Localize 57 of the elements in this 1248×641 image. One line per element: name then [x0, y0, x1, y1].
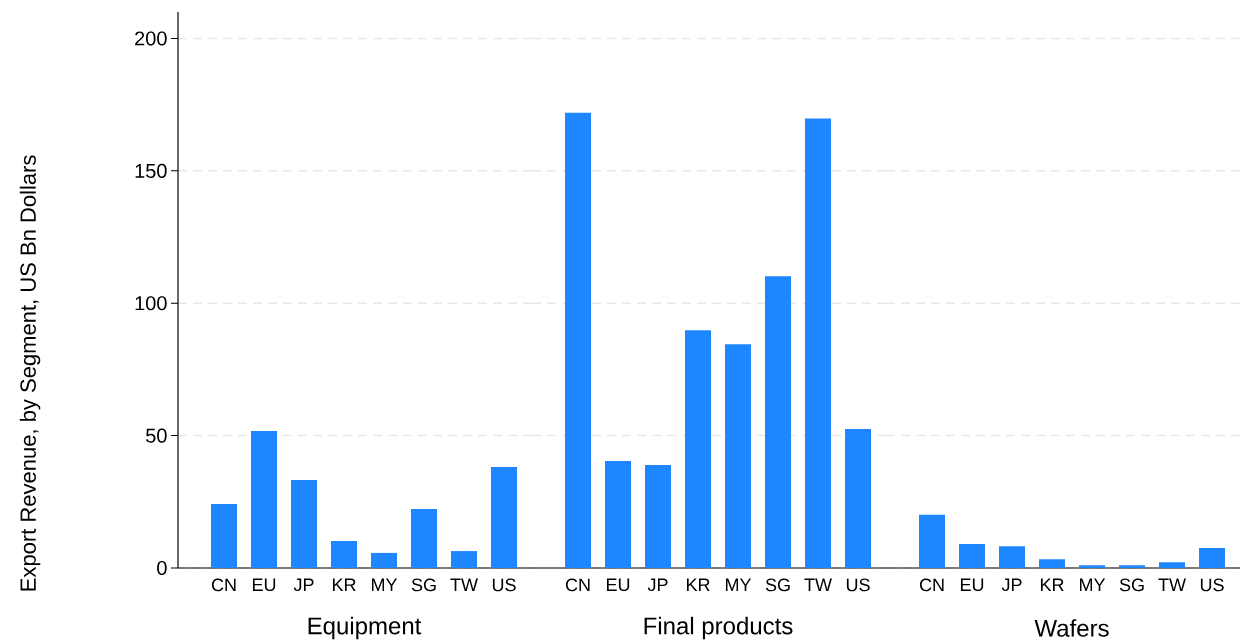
- x-tick-label: CN: [565, 578, 590, 592]
- x-tick-label: CN: [919, 578, 944, 592]
- bar: [1039, 559, 1066, 568]
- x-tick-label: JP: [647, 578, 668, 592]
- bar: [805, 118, 832, 568]
- bar: [605, 461, 632, 568]
- x-tick-label: US: [1200, 578, 1224, 592]
- x-tick-label: TW: [804, 578, 832, 591]
- bar: [1079, 565, 1106, 568]
- x-tick-label: MY: [725, 578, 752, 591]
- bar: [959, 543, 986, 568]
- bar: [919, 514, 946, 568]
- y-tick-label: 0: [157, 560, 167, 576]
- bar: [645, 465, 672, 568]
- x-tick-label: US: [846, 578, 870, 592]
- x-tick-label: SG: [765, 578, 790, 592]
- bar: [491, 467, 518, 568]
- bar: [565, 112, 592, 568]
- x-tick-label: KR: [686, 578, 710, 591]
- x-tick-label: TW: [450, 578, 478, 591]
- x-tick-label: KR: [1040, 578, 1064, 591]
- y-axis-title: Export Revenue, by Segment, US Bn Dollars: [19, 155, 41, 591]
- bar: [251, 431, 277, 568]
- x-tick-label: SG: [1119, 578, 1144, 592]
- bar: [211, 503, 237, 568]
- bar: [451, 551, 478, 568]
- bar: [845, 429, 872, 568]
- x-tick-label: EU: [606, 578, 630, 592]
- bar: [1199, 547, 1226, 568]
- bar: [1159, 562, 1186, 568]
- bar: [765, 276, 792, 568]
- x-tick-label: MY: [371, 578, 398, 591]
- x-tick-label: US: [492, 578, 516, 592]
- bar: [725, 344, 752, 568]
- x-tick-label: KR: [332, 578, 356, 591]
- bar: [371, 552, 398, 568]
- x-axis-title: Wafers: [1034, 619, 1109, 637]
- y-tick-label: 150: [135, 163, 167, 178]
- bar: [411, 508, 438, 568]
- x-axis-title: Final products: [644, 616, 793, 640]
- x-tick-label: EU: [252, 578, 276, 592]
- bar: [685, 330, 712, 568]
- x-tick-label: TW: [1158, 578, 1186, 591]
- bar: [291, 480, 318, 568]
- y-tick-label: 100: [135, 296, 167, 311]
- x-tick-label: MY: [1079, 578, 1106, 591]
- x-tick-label: CN: [211, 578, 236, 592]
- x-tick-label: SG: [411, 578, 436, 592]
- x-tick-label: EU: [960, 578, 984, 592]
- x-tick-label: JP: [293, 578, 314, 592]
- y-tick-label: 50: [146, 428, 167, 443]
- bar: [1119, 565, 1146, 568]
- bar: [331, 540, 358, 568]
- x-tick-label: JP: [1001, 578, 1022, 592]
- x-axis-title: Equipment: [308, 616, 422, 640]
- y-tick-label: 200: [135, 31, 167, 46]
- bar: [999, 546, 1026, 568]
